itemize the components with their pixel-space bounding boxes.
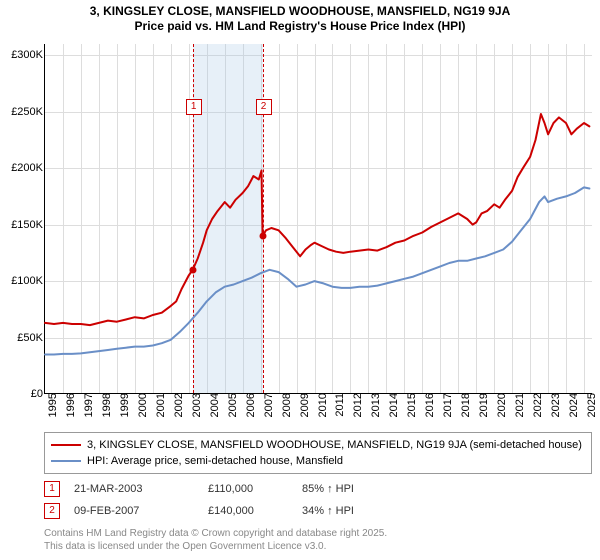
x-tick-label: 2009 bbox=[297, 393, 311, 417]
x-tick-label: 2018 bbox=[458, 393, 472, 417]
price-chart-container: 3, KINGSLEY CLOSE, MANSFIELD WOODHOUSE, … bbox=[0, 0, 600, 560]
x-tick-label: 2022 bbox=[530, 393, 544, 417]
footer-attribution: Contains HM Land Registry data © Crown c… bbox=[44, 528, 592, 553]
y-tick-label: £300K bbox=[11, 49, 45, 61]
x-tick-label: 2001 bbox=[153, 393, 167, 417]
series-hpi bbox=[45, 187, 589, 354]
price-point-dot bbox=[189, 266, 196, 273]
x-tick-label: 2015 bbox=[404, 393, 418, 417]
x-tick-label: 2003 bbox=[189, 393, 203, 417]
event-row: 2 09-FEB-2007 £140,000 34% ↑ HPI bbox=[44, 500, 592, 522]
event-hpi-delta: 34% ↑ HPI bbox=[302, 505, 412, 517]
footer-line-2: This data is licensed under the Open Gov… bbox=[44, 541, 592, 554]
legend: 3, KINGSLEY CLOSE, MANSFIELD WOODHOUSE, … bbox=[44, 432, 592, 474]
x-tick-label: 2010 bbox=[315, 393, 329, 417]
x-tick-label: 2016 bbox=[422, 393, 436, 417]
legend-item: HPI: Average price, semi-detached house,… bbox=[51, 453, 585, 469]
x-tick-label: 2004 bbox=[207, 393, 221, 417]
x-tick-label: 2007 bbox=[261, 393, 275, 417]
y-tick-label: £150K bbox=[11, 219, 45, 231]
event-price: £140,000 bbox=[208, 505, 288, 517]
title-line-2: Price paid vs. HM Land Registry's House … bbox=[0, 19, 600, 34]
x-tick-label: 2020 bbox=[494, 393, 508, 417]
x-tick-label: 1996 bbox=[63, 393, 77, 417]
event-marker-badge: 1 bbox=[44, 481, 60, 497]
plot-area: £0£50K£100K£150K£200K£250K£300K199519961… bbox=[44, 44, 592, 394]
event-row: 1 21-MAR-2003 £110,000 85% ↑ HPI bbox=[44, 478, 592, 500]
x-tick-label: 2025 bbox=[584, 393, 598, 417]
series-svg bbox=[45, 44, 593, 394]
y-tick-label: £0 bbox=[31, 388, 45, 400]
x-tick-label: 2024 bbox=[566, 393, 580, 417]
event-date: 21-MAR-2003 bbox=[74, 483, 194, 495]
x-tick-label: 2008 bbox=[279, 393, 293, 417]
legend-swatch bbox=[51, 444, 81, 446]
x-tick-label: 1999 bbox=[117, 393, 131, 417]
y-tick-label: £50K bbox=[17, 332, 45, 344]
x-tick-label: 2019 bbox=[476, 393, 490, 417]
title-line-1: 3, KINGSLEY CLOSE, MANSFIELD WOODHOUSE, … bbox=[0, 4, 600, 19]
event-price: £110,000 bbox=[208, 483, 288, 495]
x-tick-label: 2000 bbox=[135, 393, 149, 417]
x-tick-label: 2023 bbox=[548, 393, 562, 417]
x-tick-label: 2021 bbox=[512, 393, 526, 417]
event-marker-badge: 2 bbox=[44, 503, 60, 519]
x-tick-label: 1995 bbox=[45, 393, 59, 417]
price-point-dot bbox=[259, 232, 266, 239]
x-tick-label: 2002 bbox=[171, 393, 185, 417]
chart-title: 3, KINGSLEY CLOSE, MANSFIELD WOODHOUSE, … bbox=[0, 0, 600, 34]
legend-label: HPI: Average price, semi-detached house,… bbox=[87, 455, 343, 467]
x-tick-label: 2014 bbox=[386, 393, 400, 417]
x-tick-label: 1997 bbox=[81, 393, 95, 417]
legend-item: 3, KINGSLEY CLOSE, MANSFIELD WOODHOUSE, … bbox=[51, 437, 585, 453]
x-tick-label: 2005 bbox=[225, 393, 239, 417]
legend-label: 3, KINGSLEY CLOSE, MANSFIELD WOODHOUSE, … bbox=[87, 439, 582, 451]
x-tick-label: 2012 bbox=[350, 393, 364, 417]
event-date: 09-FEB-2007 bbox=[74, 505, 194, 517]
x-tick-label: 1998 bbox=[99, 393, 113, 417]
legend-swatch bbox=[51, 460, 81, 462]
footer-line-1: Contains HM Land Registry data © Crown c… bbox=[44, 528, 592, 541]
x-tick-label: 2013 bbox=[368, 393, 382, 417]
series-property bbox=[45, 114, 589, 325]
y-tick-label: £200K bbox=[11, 162, 45, 174]
event-hpi-delta: 85% ↑ HPI bbox=[302, 483, 412, 495]
y-tick-label: £100K bbox=[11, 275, 45, 287]
events-table: 1 21-MAR-2003 £110,000 85% ↑ HPI 2 09-FEB-200… bbox=[44, 478, 592, 522]
x-tick-label: 2017 bbox=[440, 393, 454, 417]
y-tick-label: £250K bbox=[11, 106, 45, 118]
x-tick-label: 2011 bbox=[332, 393, 346, 417]
x-tick-label: 2006 bbox=[243, 393, 257, 417]
